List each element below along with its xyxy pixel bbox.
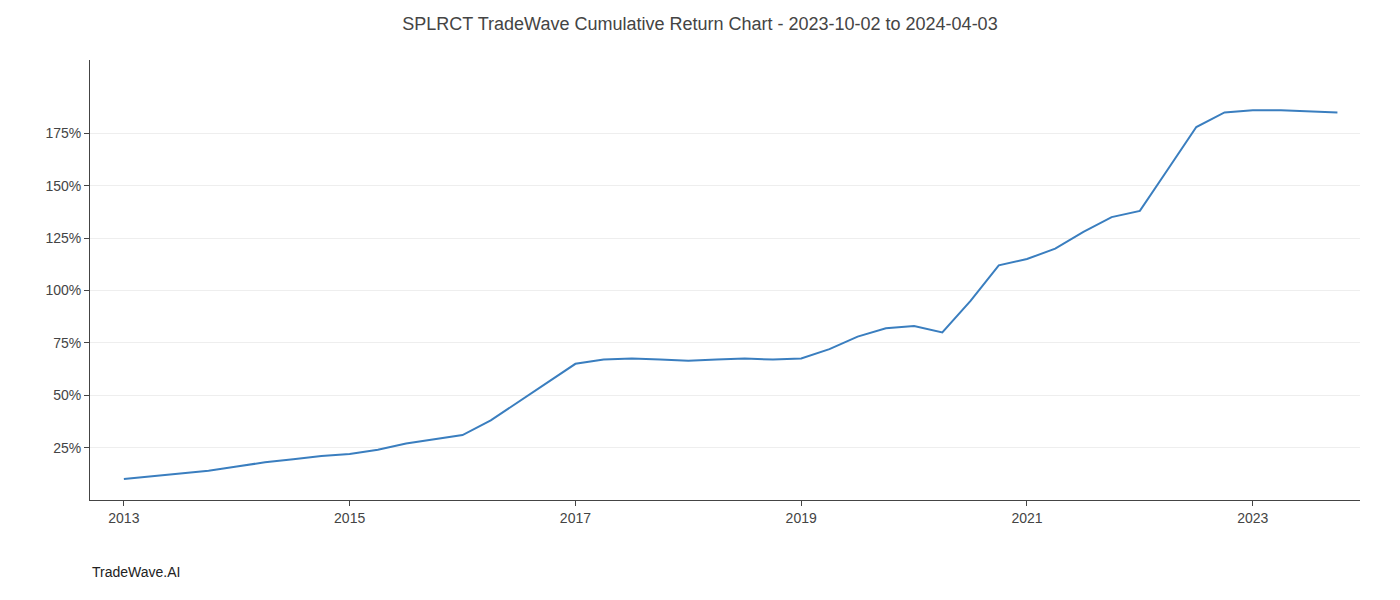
- svg-text:2023: 2023: [1237, 510, 1268, 526]
- svg-text:2017: 2017: [560, 510, 591, 526]
- svg-text:25%: 25%: [53, 440, 81, 456]
- svg-text:125%: 125%: [45, 230, 81, 246]
- svg-text:75%: 75%: [53, 335, 81, 351]
- svg-text:2013: 2013: [108, 510, 139, 526]
- svg-text:50%: 50%: [53, 387, 81, 403]
- svg-text:175%: 175%: [45, 125, 81, 141]
- svg-text:2015: 2015: [334, 510, 365, 526]
- svg-text:SPLRCT TradeWave Cumulative Re: SPLRCT TradeWave Cumulative Return Chart…: [402, 14, 997, 34]
- svg-text:150%: 150%: [45, 178, 81, 194]
- svg-text:TradeWave.AI: TradeWave.AI: [92, 564, 180, 580]
- svg-text:2019: 2019: [786, 510, 817, 526]
- svg-text:2021: 2021: [1011, 510, 1042, 526]
- svg-text:100%: 100%: [45, 282, 81, 298]
